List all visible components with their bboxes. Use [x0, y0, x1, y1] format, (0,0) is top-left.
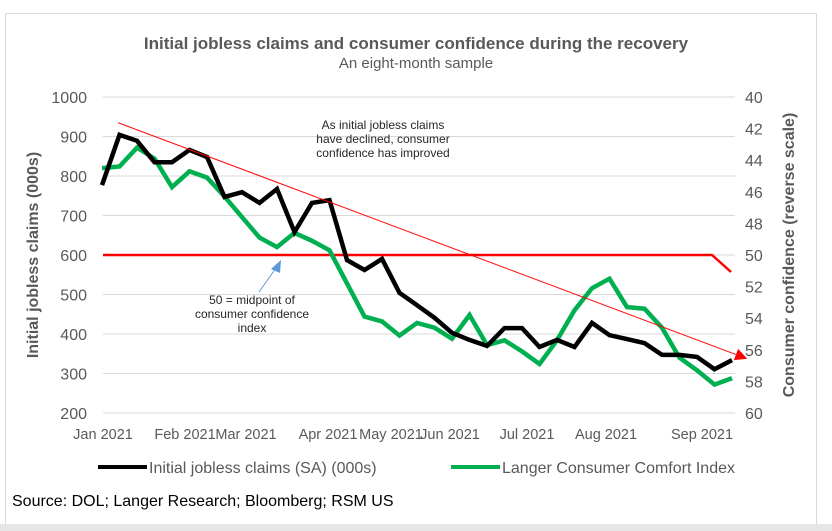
right-y-tick-label: 52	[745, 280, 763, 297]
left-y-axis-label: Initial jobless claims (000s)	[25, 152, 42, 358]
right-y-tick-label: 48	[745, 216, 763, 233]
x-tick-label: May 2021	[359, 427, 423, 443]
right-y-tick-label: 56	[745, 343, 763, 360]
left-y-tick-label: 200	[60, 406, 87, 423]
right-y-axis-ticks: 40 42 44 46 48 50 52 54 56 58 60	[745, 90, 763, 423]
right-y-tick-label: 58	[745, 374, 763, 391]
left-y-tick-label: 500	[60, 288, 87, 305]
annotation-trend-text: As initial jobless claims	[322, 118, 445, 132]
bottom-border	[0, 524, 832, 531]
right-y-tick-label: 44	[745, 153, 763, 170]
annotation-pointer-arrowhead	[271, 260, 281, 273]
chart-subtitle: An eight-month sample	[338, 55, 494, 72]
x-tick-label: Jun 2021	[420, 427, 480, 443]
legend-label-jobless: Initial jobless claims (SA) (000s)	[149, 460, 377, 477]
x-tick-label: Sep 2021	[671, 427, 733, 443]
left-y-tick-label: 1000	[51, 90, 87, 107]
x-tick-label: Feb 2021	[154, 427, 215, 443]
left-y-tick-label: 900	[60, 130, 87, 147]
left-y-tick-label: 300	[60, 367, 87, 384]
right-y-tick-label: 40	[745, 90, 763, 107]
left-y-tick-label: 800	[60, 169, 87, 186]
left-y-tick-label: 400	[60, 327, 87, 344]
trend-arrowhead	[733, 348, 748, 361]
annotation-midpoint-text: consumer confidence	[195, 307, 309, 321]
x-tick-label: Apr 2021	[299, 427, 358, 443]
left-y-tick-label: 600	[60, 248, 87, 265]
x-axis-ticks: Jan 2021 Feb 2021 Mar 2021 Apr 2021 May 2021…	[73, 427, 733, 443]
right-y-tick-label: 60	[745, 406, 763, 423]
x-tick-label: Jan 2021	[73, 427, 133, 443]
source-note: Source: DOL; Langer Research; Bloomberg;…	[12, 493, 394, 510]
series-line-langer	[101, 144, 733, 388]
legend-label-langer: Langer Consumer Comfort Index	[502, 460, 735, 477]
right-y-axis-label: Consumer confidence (reverse scale)	[781, 113, 798, 398]
right-y-tick-label: 42	[745, 122, 763, 139]
left-y-tick-label: 700	[60, 209, 87, 226]
annotation-midpoint-text: index	[238, 321, 267, 335]
annotation-trend-text: confidence has improved	[316, 146, 449, 160]
annotation-trend-text: have declined, consumer	[316, 132, 449, 146]
left-y-axis-ticks: 1000 900 800 700 600 500 400 300 200	[51, 90, 87, 423]
legend: Initial jobless claims (SA) (000s) Lange…	[98, 460, 735, 477]
trend-line	[117, 122, 737, 356]
series-lines	[99, 122, 748, 388]
reference-line-50	[103, 253, 732, 273]
x-tick-label: Jul 2021	[500, 427, 555, 443]
right-y-tick-label: 46	[745, 185, 763, 202]
x-tick-label: Mar 2021	[215, 427, 276, 443]
x-tick-label: Aug 2021	[575, 427, 637, 443]
annotation-pointer-line	[258, 267, 277, 293]
chart-title: Initial jobless claims and consumer conf…	[143, 34, 689, 53]
chart-frame	[5, 13, 817, 527]
annotation-midpoint-text: 50 = midpoint of	[209, 293, 295, 307]
right-y-tick-label: 50	[745, 248, 763, 265]
right-y-tick-label: 54	[745, 311, 763, 328]
series-line-jobless	[99, 132, 734, 372]
